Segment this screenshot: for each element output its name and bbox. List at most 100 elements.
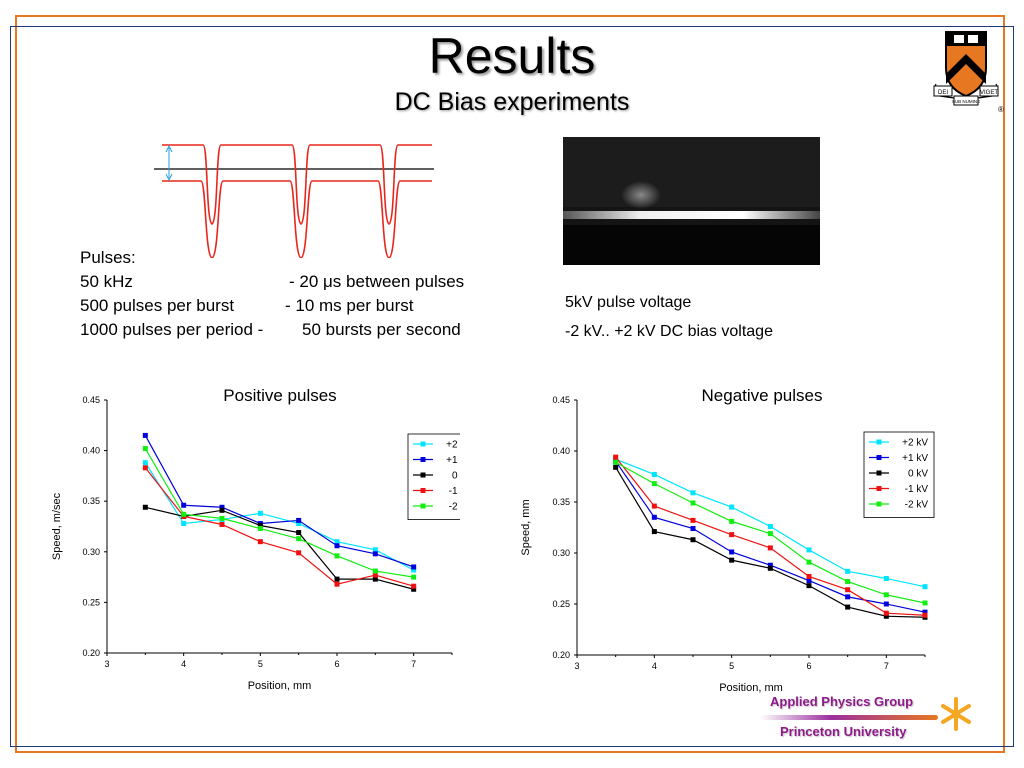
data-point xyxy=(372,572,378,578)
data-point xyxy=(806,547,812,553)
data-point xyxy=(334,581,340,587)
data-point xyxy=(142,504,148,510)
positive-pulses-chart: Positive pulses 0.20 0.25 0.30 0.35 0.40 0.45 3… xyxy=(51,386,460,692)
y-tick-label: 0.45 xyxy=(552,395,570,405)
data-point xyxy=(883,592,889,598)
data-point xyxy=(845,587,851,593)
data-point xyxy=(690,537,696,543)
data-point xyxy=(767,565,773,571)
slide-frame-blue xyxy=(10,26,1014,747)
data-point xyxy=(296,520,302,526)
x-tick-label: 4 xyxy=(652,661,657,671)
discharge-photo xyxy=(563,137,820,265)
pulse-voltage-text: 5kV pulse voltage xyxy=(565,294,692,311)
pulse-line-right: - 20 μs between pulses xyxy=(289,272,465,291)
data-point xyxy=(142,446,148,452)
data-point xyxy=(922,584,928,590)
data-point xyxy=(651,471,657,477)
data-point xyxy=(729,549,735,555)
series-line xyxy=(144,462,414,571)
legend-label: -2 kV xyxy=(449,502,460,513)
data-point xyxy=(651,481,657,487)
data-point xyxy=(883,610,889,616)
asterisk-icon xyxy=(941,697,971,731)
legend-marker xyxy=(420,488,426,493)
y-tick-label: 0.45 xyxy=(82,395,100,405)
data-point xyxy=(767,531,773,537)
brand-bar xyxy=(760,715,938,720)
legend-marker xyxy=(876,455,882,460)
data-point xyxy=(922,600,928,606)
data-point xyxy=(372,551,378,557)
legend-marker xyxy=(876,501,882,507)
data-point xyxy=(411,574,417,580)
pulse-line-left: 1000 pulses per period - xyxy=(80,320,264,339)
data-point xyxy=(651,529,657,535)
x-axis-label: Position, mm xyxy=(248,680,312,692)
data-point xyxy=(613,459,619,465)
data-point xyxy=(411,583,417,589)
legend-label: -2 kV xyxy=(905,500,929,511)
data-point xyxy=(411,586,417,592)
pulse-line-left: 50 kHz xyxy=(80,272,133,291)
x-tick-label: 4 xyxy=(181,659,186,669)
pulse-line-right: 50 bursts per second xyxy=(302,320,461,339)
data-point xyxy=(296,550,302,556)
motto-center: SUB NUMINE xyxy=(952,99,980,104)
applied-physics-group-branding: Applied Physics Group Princeton Universi… xyxy=(760,690,980,746)
data-point xyxy=(690,526,696,532)
y-tick-label: 0.30 xyxy=(82,547,100,557)
data-point xyxy=(296,536,302,542)
pulse-waveform-diagram xyxy=(154,144,434,258)
data-point xyxy=(296,530,302,536)
data-point xyxy=(372,568,378,574)
pulse-line-right: - 10 ms per burst xyxy=(285,296,414,315)
y-tick-label: 0.35 xyxy=(82,496,100,506)
data-point xyxy=(142,432,148,438)
data-point xyxy=(883,576,889,581)
data-point xyxy=(922,609,928,615)
motto-right: VIGET xyxy=(980,90,998,96)
data-point xyxy=(729,557,735,563)
data-point xyxy=(219,504,225,510)
x-tick-label: 6 xyxy=(334,659,339,669)
data-point xyxy=(613,454,619,460)
data-point xyxy=(219,507,225,513)
y-axis-label: Speed, m/sec xyxy=(51,492,63,560)
legend-marker xyxy=(876,470,882,476)
data-point xyxy=(729,518,735,524)
y-tick-label: 0.35 xyxy=(552,497,570,507)
data-point xyxy=(181,520,187,526)
data-point xyxy=(845,594,851,600)
x-tick-label: 6 xyxy=(806,661,811,671)
legend-label: -1 kV xyxy=(905,484,929,495)
pulse-heading: Pulses: xyxy=(80,248,136,267)
y-tick-label: 0.20 xyxy=(552,650,570,660)
data-point xyxy=(334,543,340,549)
data-point xyxy=(690,490,696,496)
data-point xyxy=(806,573,812,579)
x-tick-label: 7 xyxy=(884,661,889,671)
data-point xyxy=(372,576,378,582)
data-point xyxy=(883,601,889,607)
legend-marker xyxy=(876,486,882,491)
data-point xyxy=(883,613,889,619)
data-point xyxy=(806,578,812,584)
data-point xyxy=(845,604,851,610)
legend-box xyxy=(863,431,935,518)
data-point xyxy=(845,579,851,585)
slide-subtitle: DC Bias experiments xyxy=(394,88,630,116)
data-point xyxy=(729,504,735,510)
data-point xyxy=(219,521,225,527)
data-point xyxy=(690,500,696,506)
group-name: Applied Physics Group xyxy=(770,694,914,709)
chart-title: Negative pulses xyxy=(702,386,823,405)
legend-box xyxy=(407,433,460,520)
data-point xyxy=(651,503,657,509)
legend-label: +2 kV xyxy=(446,440,460,451)
y-tick-label: 0.40 xyxy=(82,446,100,456)
y-tick-label: 0.30 xyxy=(552,548,570,558)
legend-label: +1 kV xyxy=(446,455,460,466)
experiment-parameters: 5kV pulse voltage -2 kV.. +2 kV DC bias … xyxy=(565,288,773,346)
series-line xyxy=(144,448,414,578)
